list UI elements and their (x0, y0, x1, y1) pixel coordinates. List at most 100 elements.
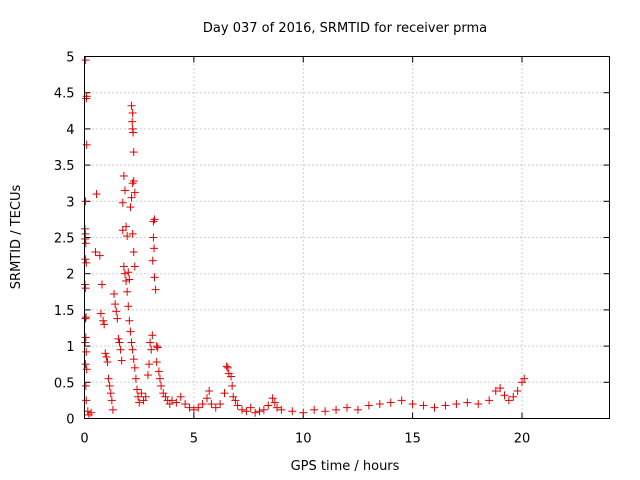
data-point (408, 400, 417, 409)
data-point (148, 256, 157, 265)
y-tick-label: 2.5 (54, 232, 75, 247)
data-point (127, 101, 136, 110)
x-tick-label: 15 (404, 432, 421, 447)
data-point (364, 401, 373, 410)
data-point (105, 381, 114, 390)
data-point (139, 396, 148, 405)
data-point (82, 347, 91, 356)
data-point (203, 394, 211, 403)
data-point (441, 401, 450, 410)
data-point (120, 269, 129, 278)
data-point (83, 407, 92, 416)
data-point (81, 255, 90, 264)
data-point (81, 333, 90, 342)
data-point (153, 343, 162, 352)
data-point (114, 334, 123, 343)
data-point (161, 392, 170, 401)
data-point (509, 392, 518, 401)
data-point (463, 398, 472, 407)
data-point (189, 405, 198, 414)
data-point (205, 386, 214, 395)
x-tick-label: 5 (190, 432, 198, 447)
data-point (122, 276, 131, 285)
data-point (131, 374, 140, 383)
data-point (273, 403, 281, 412)
data-point (92, 190, 101, 199)
y-tick-label: 4.5 (54, 87, 75, 102)
data-point (229, 392, 238, 401)
data-point (127, 338, 136, 347)
data-point (82, 140, 91, 149)
data-point (255, 407, 264, 416)
data-point (123, 287, 132, 296)
data-point (81, 234, 90, 243)
data-point (152, 342, 161, 351)
data-point (129, 355, 138, 364)
data-point (172, 398, 181, 407)
data-point (81, 239, 90, 248)
data-point (220, 389, 229, 398)
data-point (107, 396, 116, 405)
data-point (149, 233, 158, 242)
data-point (104, 374, 113, 383)
data-point (98, 280, 106, 289)
data-point (310, 405, 319, 414)
data-point (270, 398, 279, 407)
data-point (99, 316, 108, 325)
y-tick-label: 1.5 (54, 304, 75, 319)
data-point (513, 386, 522, 395)
data-point (452, 400, 461, 409)
data-point (126, 327, 135, 336)
data-point (485, 396, 494, 405)
data-point (103, 358, 112, 367)
data-point (176, 392, 185, 401)
data-point (137, 389, 146, 398)
data-point (81, 381, 90, 390)
data-point (474, 400, 483, 409)
data-point (159, 389, 168, 398)
data-point (129, 148, 138, 157)
y-tick-label: 0.5 (54, 376, 75, 391)
data-point (227, 372, 236, 381)
data-point (168, 396, 176, 405)
data-point (223, 363, 232, 372)
grid-layer (84, 56, 610, 419)
data-point (111, 300, 120, 309)
data-point (268, 394, 277, 403)
data-point (133, 385, 141, 394)
data-point (117, 356, 126, 365)
data-point (119, 171, 128, 180)
data-point (82, 94, 91, 103)
data-point (194, 403, 203, 412)
data-point (332, 405, 341, 414)
data-point (135, 398, 144, 407)
data-point (81, 360, 90, 369)
data-point (134, 392, 143, 401)
data-point (146, 338, 155, 347)
data-point (115, 338, 124, 347)
data-point (148, 331, 157, 340)
data-point (151, 285, 160, 294)
data-point (116, 345, 125, 354)
y-tick-label: 4 (66, 123, 74, 138)
data-point (81, 197, 90, 206)
data-point (82, 258, 91, 267)
data-point (222, 362, 231, 371)
data-point (157, 381, 166, 390)
data-point (126, 203, 135, 212)
data-point (231, 396, 240, 405)
data-point (127, 193, 136, 202)
data-point (288, 407, 297, 416)
data-point (150, 244, 159, 253)
data-point (122, 222, 131, 231)
data-point (259, 405, 268, 414)
data-point (81, 338, 90, 347)
y-tick-label: 0 (66, 413, 74, 428)
data-point (299, 408, 308, 417)
data-point (95, 251, 104, 260)
data-point (141, 392, 150, 401)
data-point (216, 400, 225, 409)
data-point (386, 398, 395, 407)
data-point (128, 229, 137, 238)
data-point (207, 400, 216, 409)
